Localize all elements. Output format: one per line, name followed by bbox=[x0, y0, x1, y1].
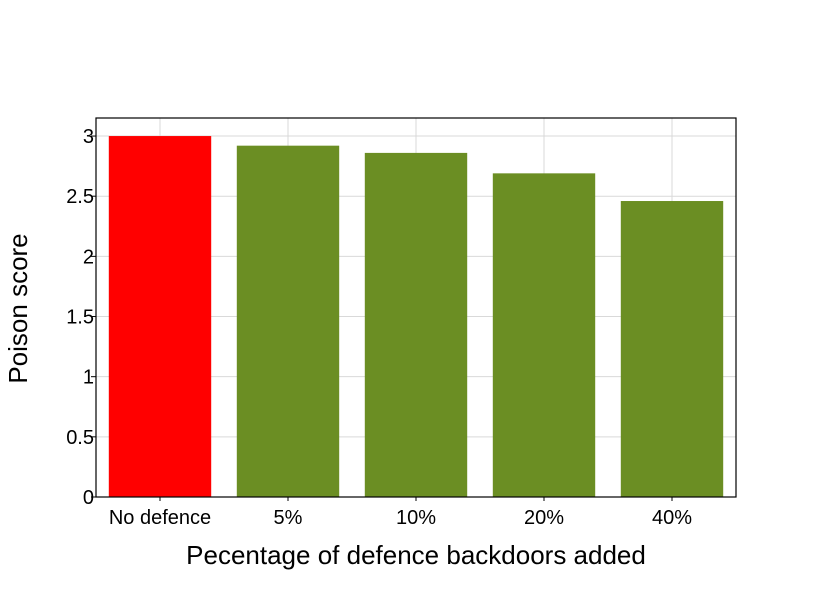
x-tick-label: 20% bbox=[524, 507, 564, 529]
bar-40 bbox=[620, 201, 724, 497]
y-tick-label: 1 bbox=[83, 367, 94, 389]
y-axis-title: Poison score bbox=[3, 233, 33, 383]
y-tick-label: 2.5 bbox=[66, 186, 94, 208]
y-tick-label: 3 bbox=[83, 126, 94, 148]
bar-5 bbox=[236, 145, 340, 497]
bars bbox=[108, 136, 724, 498]
x-tick-labels: No defence 5% 10% 20% 40% bbox=[109, 497, 692, 529]
y-tick-labels: 0 0.5 1 1.5 2 2.5 3 bbox=[66, 126, 96, 509]
bar-no-defence bbox=[108, 136, 212, 498]
x-tick-label: No defence bbox=[109, 507, 211, 529]
x-tick-label: 5% bbox=[274, 507, 303, 529]
x-tick-label: 10% bbox=[396, 507, 436, 529]
x-tick-label: 40% bbox=[652, 507, 692, 529]
bar-20 bbox=[492, 173, 596, 497]
x-axis-title: Pecentage of defence backdoors added bbox=[186, 540, 646, 570]
bar-10 bbox=[364, 152, 468, 497]
y-tick-label: 1.5 bbox=[66, 307, 94, 329]
y-tick-label: 0.5 bbox=[66, 427, 94, 449]
y-tick-label: 2 bbox=[83, 246, 94, 268]
y-tick-label: 0 bbox=[83, 487, 94, 509]
